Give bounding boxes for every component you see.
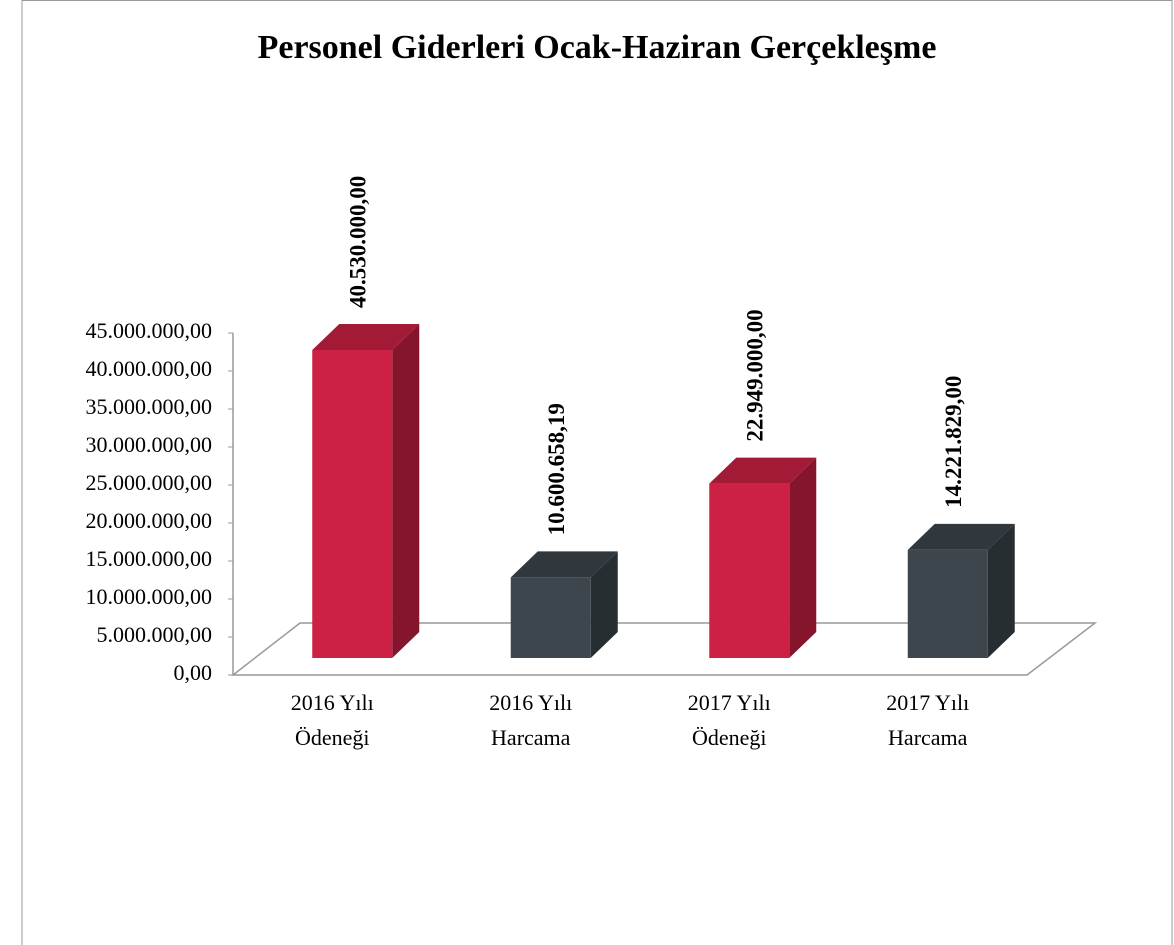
- value-label: 10.600.658,19: [544, 403, 569, 535]
- bar-top: [510, 551, 618, 578]
- y-tick-label: 0,00: [174, 660, 213, 685]
- x-tick-label: Ödeneği: [295, 725, 370, 750]
- bar-top: [907, 523, 1015, 550]
- frame: [21, 0, 1173, 945]
- x-tick-label: 2017 Yılı: [688, 690, 771, 715]
- y-tick-label: 5.000.000,00: [97, 622, 213, 647]
- x-tick-label: Ödeneği: [692, 725, 767, 750]
- x-tick-label: Harcama: [888, 725, 968, 750]
- y-tick-label: 35.000.000,00: [86, 394, 213, 419]
- floor: [230, 622, 1098, 676]
- bar: [907, 549, 988, 658]
- bar-side: [987, 523, 1015, 658]
- value-label: 22.949.000,00: [743, 309, 768, 441]
- y-tick-label: 25.000.000,00: [86, 470, 213, 495]
- bar-top: [312, 323, 420, 350]
- y-tick-label: 15.000.000,00: [86, 546, 213, 571]
- y-tick-label: 45.000.000,00: [86, 318, 213, 343]
- bar: [312, 349, 393, 658]
- x-tick-label: Harcama: [491, 725, 571, 750]
- y-tick-label: 20.000.000,00: [86, 508, 213, 533]
- x-tick-label: 2016 Yılı: [291, 690, 374, 715]
- value-label: 14.221.829,00: [941, 376, 966, 508]
- x-tick-label: 2016 Yılı: [489, 690, 572, 715]
- x-tick-label: 2017 Yılı: [886, 690, 969, 715]
- bar-top: [709, 457, 817, 484]
- bar: [709, 483, 790, 658]
- bar-side: [392, 323, 420, 658]
- bar-side: [590, 551, 618, 658]
- y-tick-label: 30.000.000,00: [86, 432, 213, 457]
- y-tick-label: 40.000.000,00: [86, 356, 213, 381]
- value-label: 40.530.000,00: [346, 176, 371, 308]
- bar: [510, 577, 591, 658]
- bar-side: [789, 457, 817, 658]
- chart-title: Personel Giderleri Ocak-Haziran Gerçekle…: [258, 29, 937, 66]
- y-tick-label: 10.000.000,00: [86, 584, 213, 609]
